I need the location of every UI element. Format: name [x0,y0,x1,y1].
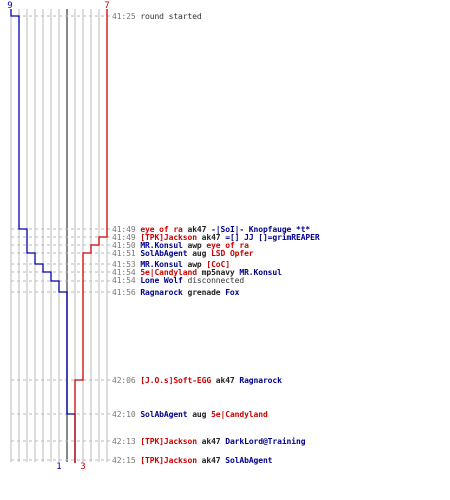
event-row: 42:13 [TPK]Jackson ak47 DarkLord@Trainin… [112,436,306,447]
player-name: DarkLord@Training [225,437,306,446]
weapon-label: awp [182,260,207,269]
weapon-label: ak47 [211,376,240,385]
weapon-label: ak47 [196,456,226,465]
event-time: 42:10 [112,410,141,419]
red-start-count: 7 [104,1,109,11]
blue-end-count: 1 [56,462,61,470]
event-time: 42:15 [112,456,141,465]
player-name: [TPK]Jackson [140,437,197,446]
player-name: SolAbAgent [140,410,188,419]
weapon-label: ak47 [182,225,212,234]
player-name: [CoC] [206,260,230,269]
event-time: 41:54 [112,276,141,285]
weapon-label: mp5navy [196,268,240,277]
player-name: MR.Konsul [140,260,183,269]
player-name: eye of ra [140,225,183,234]
weapon-label: grenade [182,288,226,297]
player-name: Fox [225,288,240,297]
event-row: 41:54 Lone Wolf disconnected [112,275,244,286]
blue-start-count: 9 [7,1,12,11]
player-name: [J.O.s]Soft-EGG [140,376,212,385]
event-row: 42:06 [J.O.s]Soft-EGG ak47 Ragnarock [112,375,282,386]
event-row: 41:56 Ragnarock grenade Fox [112,287,239,298]
event-row: 41:54 5e|Candyland mp5navy MR.Konsul [112,267,282,278]
event-time: 42:06 [112,376,141,385]
event-time: 41:49 [112,225,141,234]
event-time: 41:49 [112,233,141,242]
event-time: 41:25 [112,12,141,21]
event-text: round started [140,12,202,21]
event-row: 41:53 MR.Konsul awp [CoC] [112,259,230,270]
blue-team-line [10,9,76,463]
player-name: 5e|Candyland [140,268,197,277]
event-row: 42:15 [TPK]Jackson ak47 SolAbAgent [112,455,273,466]
player-name: SolAbAgent [140,249,188,258]
player-name: LSD Opfer [211,249,254,258]
player-name: 5e|Candyland [211,410,268,419]
weapon-label: ak47 [196,437,226,446]
weapon-label: awp [182,241,207,250]
event-row: 42:10 SolAbAgent aug 5e|Candyland [112,409,268,420]
event-row: 41:25 round started [112,11,202,22]
weapon-label: aug [187,410,212,419]
weapon-label: ak47 [196,233,226,242]
player-name: eye of ra [206,241,249,250]
player-name: Ragnarock [239,376,282,385]
player-name: -|SoI|- Knopfauge *t* [211,225,311,234]
event-time: 41:50 [112,241,141,250]
red-end-count: 3 [80,462,85,470]
player-name: [TPK]Jackson [140,233,197,242]
event-time: 41:51 [112,249,141,258]
player-name: MR.Konsul [239,268,282,277]
event-text: disconnected [182,276,245,285]
event-row: 41:49 [TPK]Jackson ak47 =[] JJ []=grimRE… [112,232,320,243]
player-count-graph: 9 7 1 3 [7,1,110,470]
event-row: 41:50 MR.Konsul awp eye of ra [112,240,249,251]
player-name: MR.Konsul [140,241,183,250]
player-name: [TPK]Jackson [140,456,197,465]
player-name: Lone Wolf [140,276,183,285]
event-time: 41:54 [112,268,141,277]
player-name: Ragnarock [140,288,183,297]
event-time: 41:56 [112,288,141,297]
player-name: SolAbAgent [225,456,273,465]
event-row: 41:51 SolAbAgent aug LSD Opfer [112,248,254,259]
event-time: 41:53 [112,260,141,269]
event-row: 41:49 eye of ra ak47 -|SoI|- Knopfauge *… [112,224,310,235]
event-time: 42:13 [112,437,141,446]
weapon-label: aug [187,249,212,258]
player-name: =[] JJ []=grimREAPER [225,233,320,242]
red-team-line [74,9,108,463]
